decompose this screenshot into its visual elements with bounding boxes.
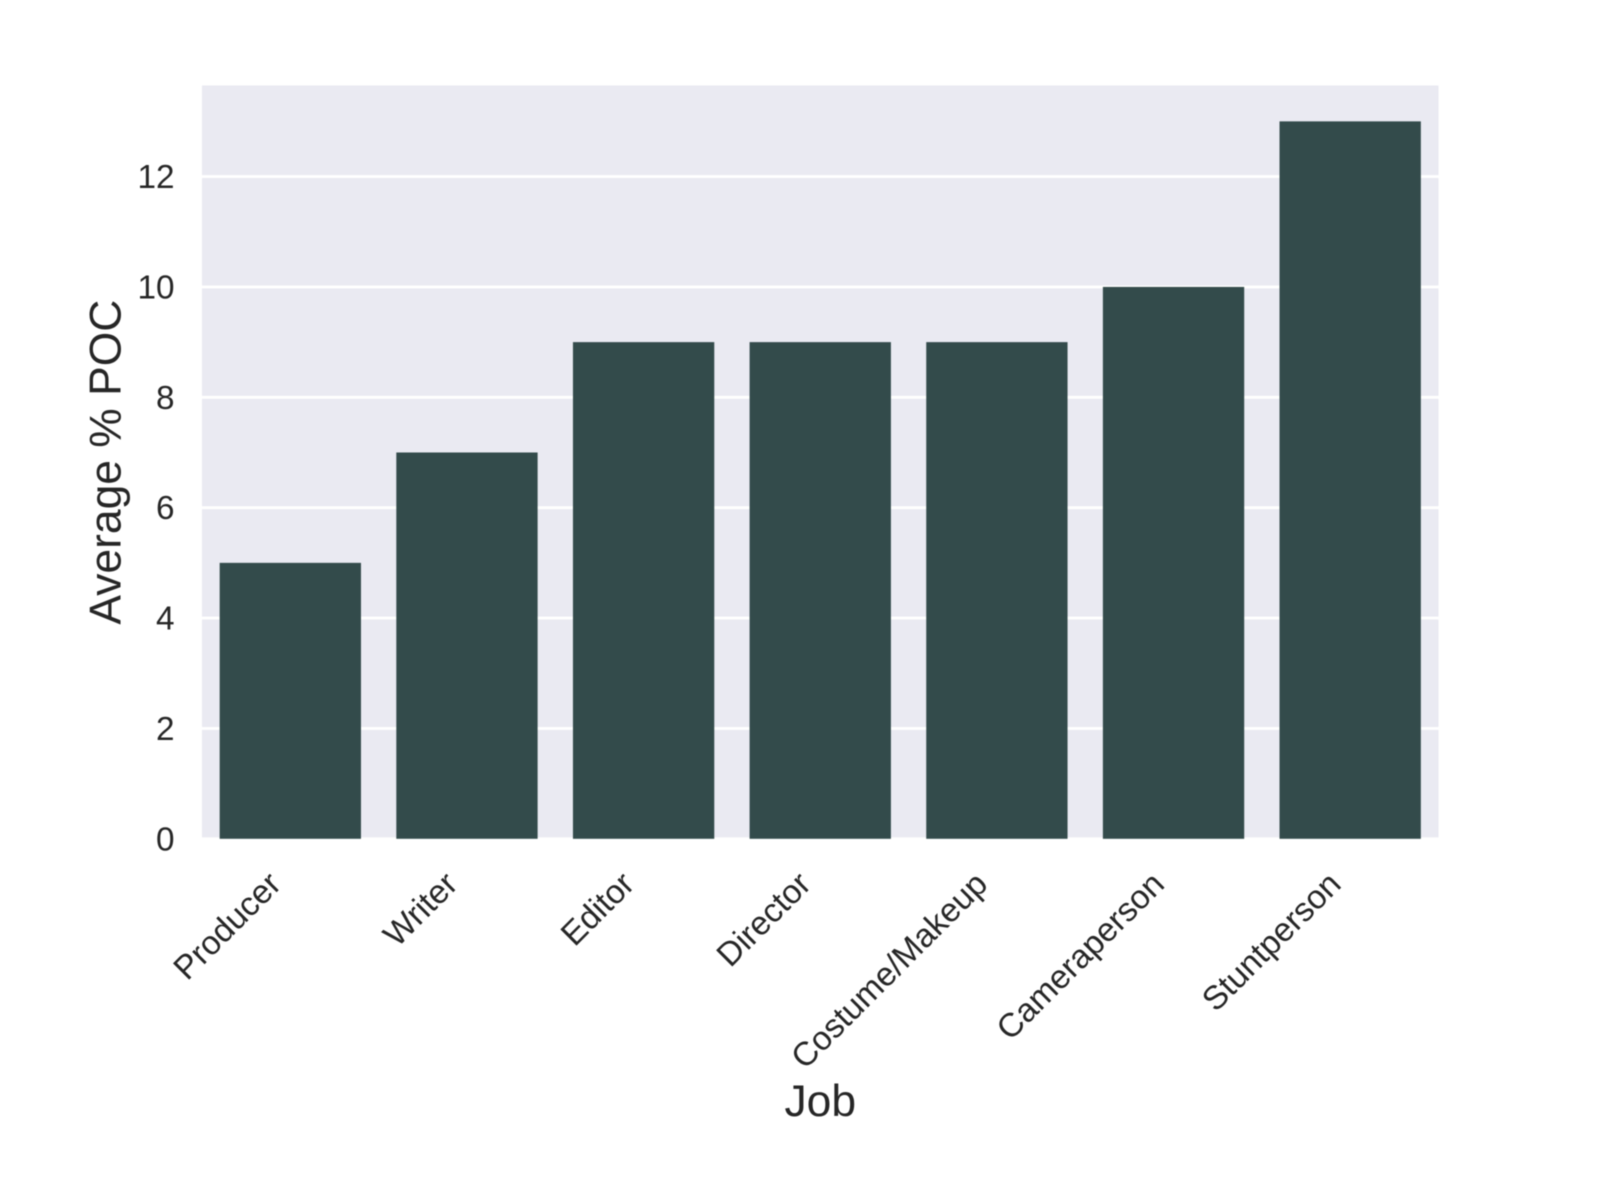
x-tick-label-cameraperson: Cameraperson bbox=[990, 865, 1172, 1047]
x-tick-label-costume-makeup: Costume/Makeup bbox=[784, 865, 995, 1076]
x-tick-label-producer: Producer bbox=[167, 865, 289, 987]
x-tick-labels: Producer Writer Editor DirectorCostume/Make… bbox=[167, 865, 1349, 1076]
x-tick-label-writer: Writer bbox=[377, 865, 466, 954]
x-tick-label-stuntperson: Stuntperson bbox=[1195, 865, 1348, 1018]
x-tick-label-director: Director bbox=[710, 865, 819, 974]
y-tick-label-6: 6 bbox=[156, 490, 175, 527]
y-tick-label-2: 2 bbox=[156, 711, 175, 748]
x-axis-label: Job bbox=[784, 1077, 856, 1126]
bar-cameraperson bbox=[1102, 286, 1245, 839]
y-tick-label-0: 0 bbox=[156, 821, 175, 858]
y-tick-labels: 0 2 4 6 8 10 12 bbox=[137, 159, 174, 858]
bar-director bbox=[749, 342, 891, 839]
bar-costume-makeup bbox=[926, 342, 1068, 839]
bars bbox=[219, 121, 1421, 839]
bar-editor bbox=[572, 342, 715, 839]
bar-producer bbox=[219, 562, 361, 839]
y-tick-label-10: 10 bbox=[137, 269, 174, 306]
y-axis-label: Average % POC bbox=[82, 300, 131, 625]
x-tick-label-editor: Editor bbox=[554, 865, 642, 953]
y-tick-label-8: 8 bbox=[156, 380, 175, 417]
bar-stuntperson bbox=[1279, 121, 1421, 839]
y-tick-label-12: 12 bbox=[137, 159, 174, 196]
y-tick-label-4: 4 bbox=[156, 601, 175, 638]
bar-writer bbox=[396, 452, 538, 839]
